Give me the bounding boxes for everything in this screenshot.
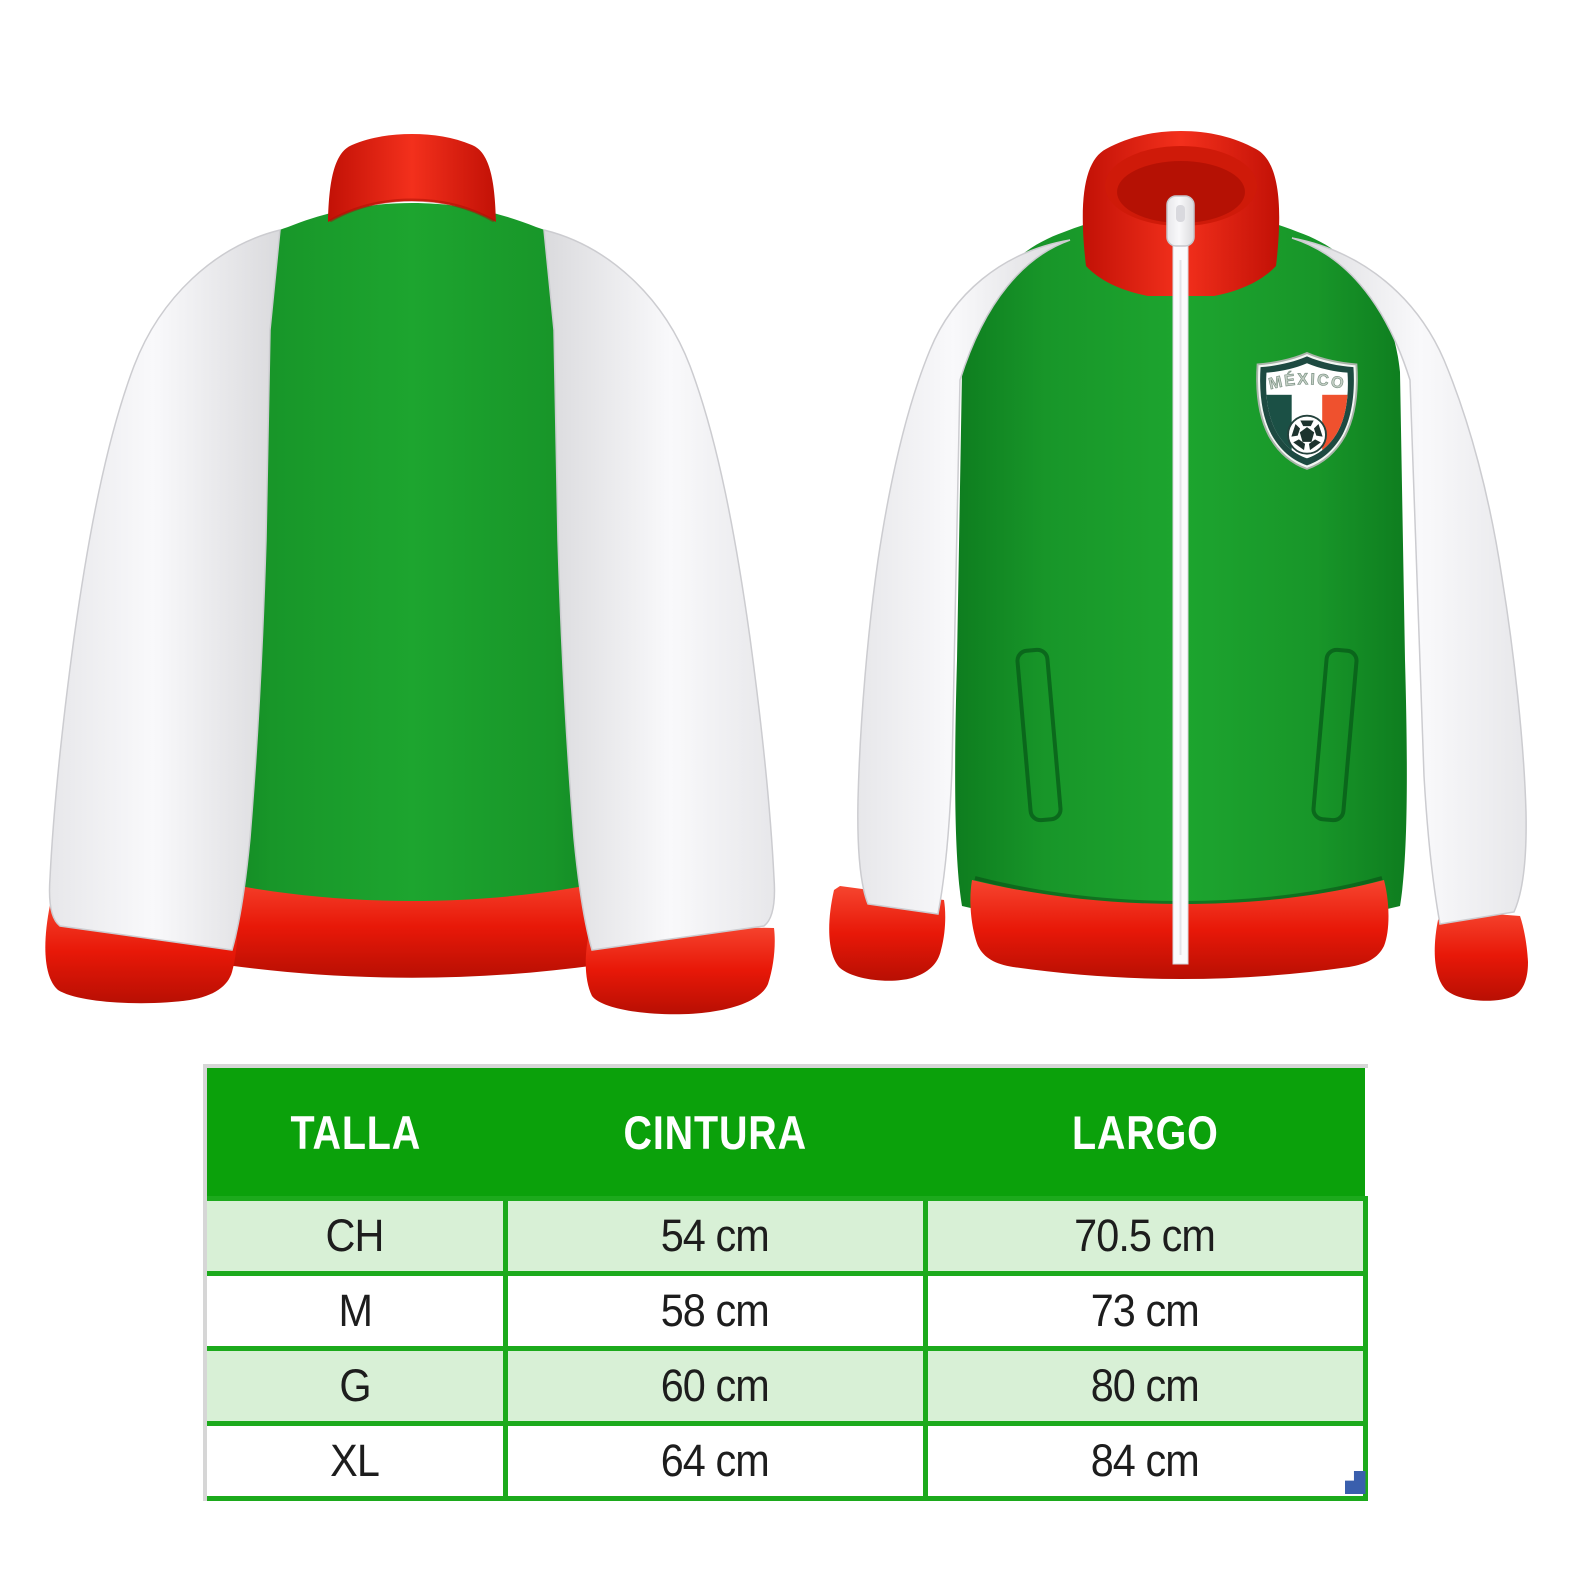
front-jacket-view: MÉXICO bbox=[829, 131, 1528, 1001]
soccer-ball-icon bbox=[1287, 414, 1327, 455]
cell-cintura: 60 cm bbox=[502, 1346, 928, 1426]
front-right-sleeve bbox=[1291, 237, 1527, 925]
size-label: CH bbox=[325, 1210, 385, 1261]
cell-cintura: 54 cm bbox=[502, 1196, 928, 1276]
largo-value: 80 cm bbox=[1090, 1360, 1200, 1411]
col-header-largo: LARGO bbox=[925, 1068, 1365, 1199]
front-left-sleeve bbox=[857, 239, 1071, 915]
col-header-talla: TALLA bbox=[207, 1068, 505, 1199]
cell-talla: XL bbox=[207, 1421, 508, 1501]
largo-value: 84 cm bbox=[1090, 1435, 1200, 1486]
col-header-talla-label: TALLA bbox=[290, 1105, 422, 1159]
cell-talla: CH bbox=[207, 1196, 508, 1276]
back-waistband bbox=[185, 876, 639, 978]
cell-cintura: 58 cm bbox=[502, 1271, 928, 1351]
size-table: TALLA CINTURA LARGO CH 54 cm 70.5 cm M 5… bbox=[207, 1068, 1368, 1501]
back-right-cuff bbox=[585, 925, 775, 1015]
back-right-sleeve bbox=[543, 229, 776, 951]
cintura-value: 58 cm bbox=[660, 1285, 770, 1336]
size-row-m: M 58 cm 73 cm bbox=[207, 1271, 1368, 1351]
front-right-pocket bbox=[1311, 647, 1359, 823]
jacket-artwork: MÉXICO bbox=[45, 131, 1528, 1015]
cintura-value: 60 cm bbox=[660, 1360, 770, 1411]
col-header-largo-label: LARGO bbox=[1071, 1105, 1219, 1159]
cintura-value: 64 cm bbox=[660, 1435, 770, 1486]
size-table-header-row: TALLA CINTURA LARGO bbox=[207, 1068, 1365, 1199]
size-chart: TALLA CINTURA LARGO CH 54 cm 70.5 cm M 5… bbox=[203, 1064, 1368, 1501]
front-right-cuff bbox=[1434, 910, 1528, 1001]
zipper-pull-slot bbox=[1176, 205, 1185, 222]
largo-value: 70.5 cm bbox=[1074, 1210, 1217, 1261]
size-label: XL bbox=[330, 1435, 380, 1486]
cell-largo: 73 cm bbox=[922, 1271, 1368, 1351]
front-collar-opening-shadow bbox=[1117, 161, 1245, 223]
cell-talla: G bbox=[207, 1346, 508, 1426]
back-collar bbox=[328, 134, 496, 222]
cintura-value: 54 cm bbox=[660, 1210, 770, 1261]
size-row-g: G 60 cm 80 cm bbox=[207, 1346, 1368, 1426]
size-row-ch: CH 54 cm 70.5 cm bbox=[207, 1196, 1368, 1276]
cell-largo: 80 cm bbox=[922, 1346, 1368, 1426]
size-row-xl: XL 64 cm 84 cm bbox=[207, 1421, 1368, 1501]
size-label: G bbox=[339, 1360, 371, 1411]
back-jacket-body bbox=[178, 203, 646, 927]
mexico-crest-badge: MÉXICO bbox=[1256, 351, 1358, 470]
back-collar-shadow bbox=[329, 198, 495, 223]
cell-largo: 70.5 cm bbox=[922, 1196, 1368, 1276]
front-left-pocket bbox=[1015, 647, 1063, 823]
size-label: M bbox=[337, 1285, 372, 1336]
col-header-cintura: CINTURA bbox=[505, 1068, 925, 1199]
cell-cintura: 64 cm bbox=[502, 1421, 928, 1501]
largo-value: 73 cm bbox=[1090, 1285, 1200, 1336]
cell-largo: 84 cm bbox=[922, 1421, 1368, 1501]
cell-talla: M bbox=[207, 1271, 508, 1351]
back-left-sleeve bbox=[48, 229, 281, 951]
back-jacket-view bbox=[45, 134, 776, 1015]
col-header-cintura-label: CINTURA bbox=[623, 1105, 807, 1159]
